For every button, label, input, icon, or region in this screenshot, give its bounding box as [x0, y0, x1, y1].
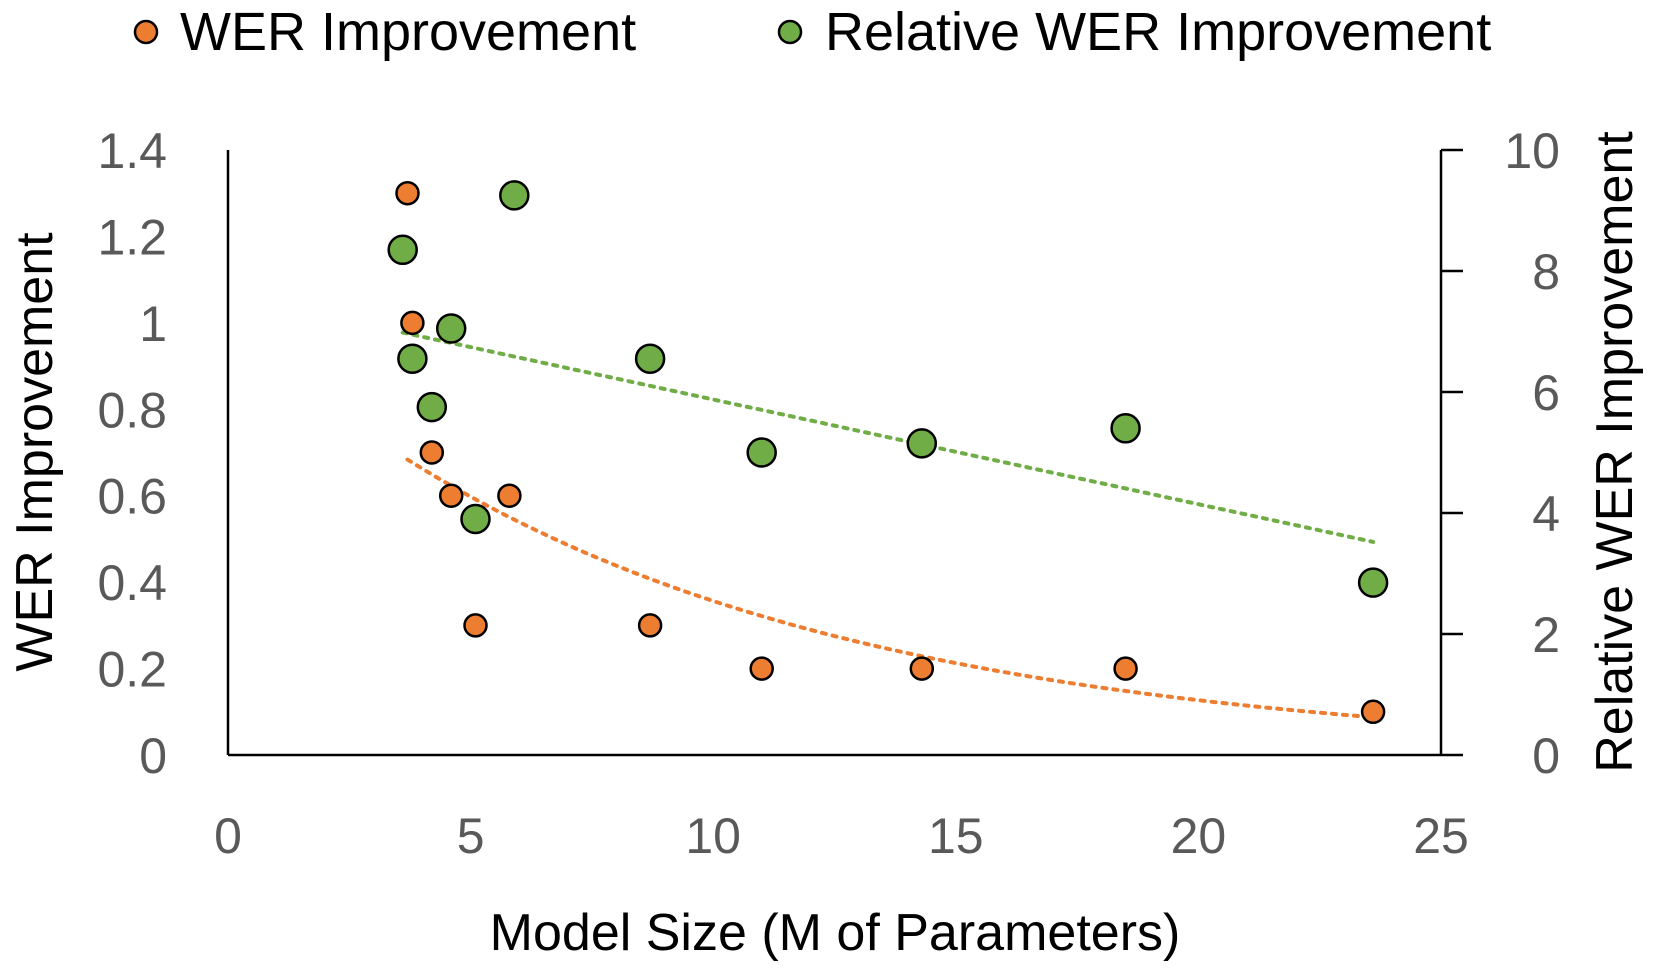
trendline-wer [405, 457, 1376, 720]
relative-wer-point [634, 343, 666, 374]
legend-label-relative-wer: Relative WER Improvement [825, 2, 1491, 62]
relative-wer-point [416, 391, 448, 423]
y2-tick-label: 6 [1532, 365, 1560, 421]
y-tick-labels: 0 0.2 0.4 0.6 0.8 1 1.2 1.4 [97, 123, 167, 784]
relative-wer-point [460, 503, 491, 535]
trendlines [400, 330, 1376, 720]
y-tick-label: 0.2 [97, 642, 167, 698]
relative-wer-point [746, 437, 777, 468]
relative-wer-point [435, 313, 467, 344]
relative-wer-point [1357, 567, 1389, 598]
wer-point [749, 656, 774, 681]
x-tick-label: 5 [457, 808, 485, 864]
wer-point [395, 180, 420, 206]
y-tick-label: 0.8 [97, 382, 167, 438]
x-tick-label: 15 [928, 808, 984, 864]
x-tick-label: 10 [685, 808, 741, 864]
x-tick-label: 20 [1171, 808, 1227, 864]
y2-tick-label: 8 [1532, 244, 1560, 300]
relative-wer-point [387, 234, 418, 266]
wer-point [463, 613, 488, 638]
x-tick-labels: 0 5 10 15 20 25 [214, 808, 1469, 864]
y-tick-label: 0.4 [97, 555, 167, 611]
relative-wer-point [397, 343, 428, 374]
y2-tick-label: 2 [1532, 607, 1560, 663]
legend-label-wer: WER Improvement [180, 2, 636, 62]
y-tick-label: 1 [139, 296, 167, 352]
x-tick-label: 25 [1413, 808, 1469, 864]
y2-tick-label: 4 [1532, 486, 1560, 542]
y2-tick-labels: 0 2 4 6 8 10 [1504, 123, 1560, 784]
wer-point [497, 483, 522, 508]
y2-axis-title: Relative WER Improvement [1586, 131, 1644, 773]
data-points [387, 180, 1389, 725]
legend: WER Improvement Relative WER Improvement [133, 2, 1491, 62]
wer-point [909, 656, 935, 681]
relative-wer-point [906, 428, 938, 459]
relative-wer-point [1110, 413, 1141, 444]
y-tick-label: 0 [139, 728, 167, 784]
y2-tick-label: 10 [1504, 123, 1560, 179]
x-axis-title: Model Size (M of Parameters) [490, 904, 1181, 962]
wer-point [1360, 699, 1386, 725]
wer-point [438, 483, 464, 508]
y-tick-label: 1.4 [97, 123, 167, 179]
wer-point [637, 613, 663, 638]
y2-tick-marks [1441, 148, 1463, 757]
y-tick-label: 0.6 [97, 469, 167, 525]
y-axis-title: WER Improvement [6, 232, 64, 672]
wer-point [419, 440, 445, 465]
y2-tick-label: 0 [1532, 728, 1560, 784]
wer-point [400, 310, 425, 336]
x-tick-label: 0 [214, 808, 242, 864]
relative-wer-point [499, 180, 530, 211]
y-tick-label: 1.2 [97, 209, 167, 265]
legend-marker-wer [133, 19, 159, 45]
wer-point [1113, 656, 1138, 681]
trendline-relative-wer [400, 330, 1376, 544]
legend-marker-relative-wer [777, 19, 803, 45]
